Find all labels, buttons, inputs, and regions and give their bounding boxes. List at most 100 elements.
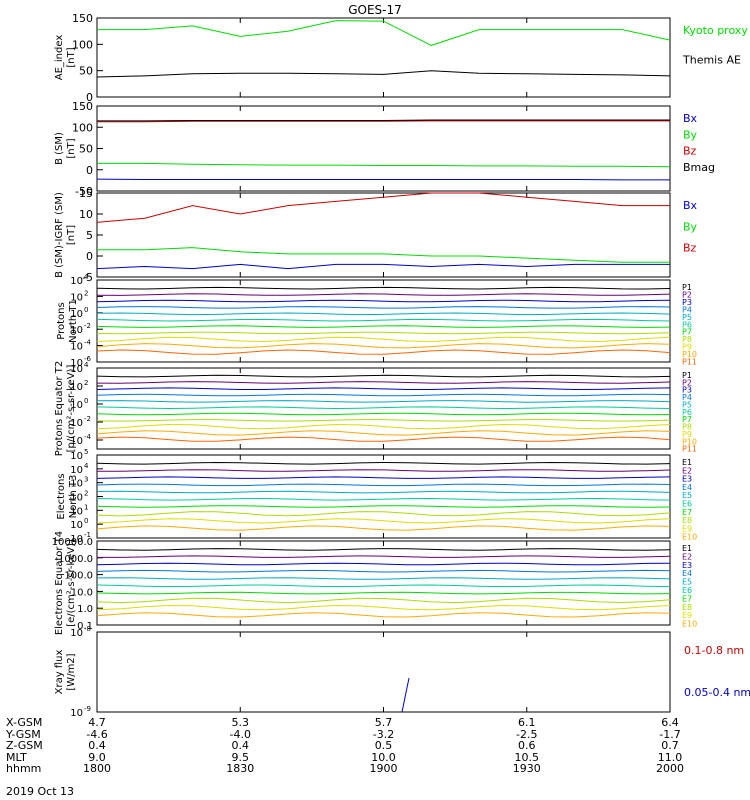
panel-4-ylabel2: North T1 <box>68 299 79 343</box>
channel-line-P6 <box>96 318 671 322</box>
channel-line-E3 <box>96 476 671 479</box>
legend-entry: Kyoto proxy AE <box>683 24 750 37</box>
channel-line-E5 <box>96 490 671 494</box>
panel-8-ylabel: Xray flux <box>54 650 65 695</box>
ytick-exp: -2 <box>84 415 91 423</box>
ytick-label: -50 <box>75 185 93 198</box>
channel-label: E7 <box>682 594 692 603</box>
orbit-row-label: hhmm <box>6 762 41 775</box>
legend-entry: 0.05-0.4 nm <box>684 686 750 699</box>
orbit-value: -4.6 <box>86 728 107 741</box>
orbit-value: 10.0 <box>371 751 396 764</box>
panel-8-yunit: [W/m2] <box>66 653 77 690</box>
panel-1-ylabel: AE_index <box>54 35 65 81</box>
panel-5-ylabel: Protons Equator T2 <box>54 361 65 457</box>
orbit-value: 6.4 <box>661 716 679 729</box>
channel-label: E10 <box>682 533 697 542</box>
ytick-exp: 4 <box>84 462 89 470</box>
channel-line-P8 <box>96 419 671 422</box>
panel-5-yunit: [p/(cm²-s-sr-keV)] <box>66 365 77 453</box>
orbit-value: 0.4 <box>88 739 106 752</box>
ytick-label: 10 <box>70 309 83 320</box>
legend-entry: Bx <box>683 199 698 212</box>
ytick-exp: -9 <box>84 705 91 713</box>
panel-2: -50 0 50 100 150 B (SM) [nT] Bx By Bz Bmag <box>54 100 715 198</box>
channel-label: E5 <box>682 491 692 500</box>
channel-label: P8 <box>682 335 692 344</box>
panel-6-frame <box>96 454 671 539</box>
xray-trace <box>401 677 410 713</box>
ytick-label: 5 <box>86 229 93 242</box>
orbit-value: 10.5 <box>515 751 540 764</box>
ytick-label: 0.1 <box>77 621 93 632</box>
panel-6-ylabel2: North T3 <box>68 475 79 519</box>
orbit-value: 0.5 <box>375 739 393 752</box>
ytick-label: 10 <box>70 520 83 531</box>
orbit-value: 1900 <box>370 762 398 775</box>
orbit-value: -4.0 <box>230 728 251 741</box>
orbit-row-label: Y-GSM <box>5 728 41 741</box>
channel-line-P1 <box>96 374 671 378</box>
ytick-exp: 2 <box>84 490 88 498</box>
channel-label: P6 <box>682 408 692 417</box>
channel-line-P9 <box>96 336 671 343</box>
ytick-label: 10 <box>70 465 83 476</box>
ytick-label: 10 <box>70 364 83 375</box>
series-line-Bz <box>97 120 670 123</box>
ytick-exp: 1 <box>84 503 88 511</box>
channel-label: E3 <box>682 561 692 570</box>
orbit-value: 2000 <box>656 762 684 775</box>
channel-line-E1 <box>96 461 671 465</box>
orbit-value: 5.7 <box>375 716 393 729</box>
ytick-label: 10 <box>70 436 83 447</box>
channel-line-E4 <box>96 569 671 573</box>
channel-line-P10 <box>96 430 671 436</box>
channel-label: P5 <box>682 313 692 322</box>
ytick-label: 1.0 <box>77 604 93 615</box>
ytick-label: 10 <box>70 276 83 287</box>
channel-line-P6 <box>96 406 671 410</box>
channel-line-E2 <box>97 555 671 558</box>
panel-1-yunit: [nT] <box>66 47 77 67</box>
channel-line-E10 <box>96 612 671 618</box>
ytick-label: 150 <box>72 100 93 113</box>
ytick-label: 10000.0 <box>52 537 93 548</box>
panel-2-ylabel: B (SM) <box>54 132 65 165</box>
channel-line-E1 <box>96 548 671 551</box>
channel-label: E1 <box>682 544 692 553</box>
channel-label: E6 <box>682 586 692 595</box>
ytick-label: 100 <box>72 121 93 134</box>
series-line-Bz <box>96 192 670 223</box>
channel-label: E9 <box>682 611 692 620</box>
series-line-Kyoto-proxy-AE <box>97 20 671 46</box>
ytick-label: 10 <box>70 506 83 517</box>
ytick-label: 100 <box>72 38 93 51</box>
panel-7-frame <box>96 540 671 626</box>
channel-label: P8 <box>682 423 692 432</box>
panel-4-ylabel: Protons <box>56 302 67 339</box>
channel-line-P8 <box>96 331 671 335</box>
legend-entry: 0.1-0.8 nm <box>684 644 744 657</box>
channel-label: E7 <box>682 508 692 517</box>
orbit-value: 4.7 <box>88 716 106 729</box>
ytick-exp: 2 <box>84 379 88 387</box>
channel-label: E1 <box>682 458 692 467</box>
ytick-label: 10 <box>70 451 83 462</box>
orbit-value: 0.4 <box>232 739 250 752</box>
ytick-label: 10 <box>79 208 93 221</box>
channel-line-E3 <box>96 562 671 566</box>
ytick-exp: 0 <box>84 397 88 405</box>
panel-6-ylabel: Electrons <box>56 473 67 519</box>
channel-line-P1 <box>96 286 671 290</box>
ytick-exp: 2 <box>84 289 88 297</box>
ytick-exp: -4 <box>84 433 92 441</box>
ytick-label: 10 <box>70 479 83 490</box>
channel-line-E2 <box>96 469 671 472</box>
panel-8-frame <box>96 631 671 713</box>
channel-line-P5 <box>96 400 671 403</box>
date-label: 2019 Oct 13 <box>6 785 74 798</box>
ytick-exp: -6 <box>84 355 92 363</box>
